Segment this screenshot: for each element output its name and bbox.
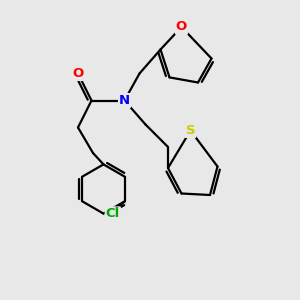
Text: O: O [72, 67, 84, 80]
Text: S: S [186, 124, 195, 137]
Text: N: N [119, 94, 130, 107]
Text: Cl: Cl [106, 207, 120, 220]
Text: O: O [176, 20, 187, 34]
